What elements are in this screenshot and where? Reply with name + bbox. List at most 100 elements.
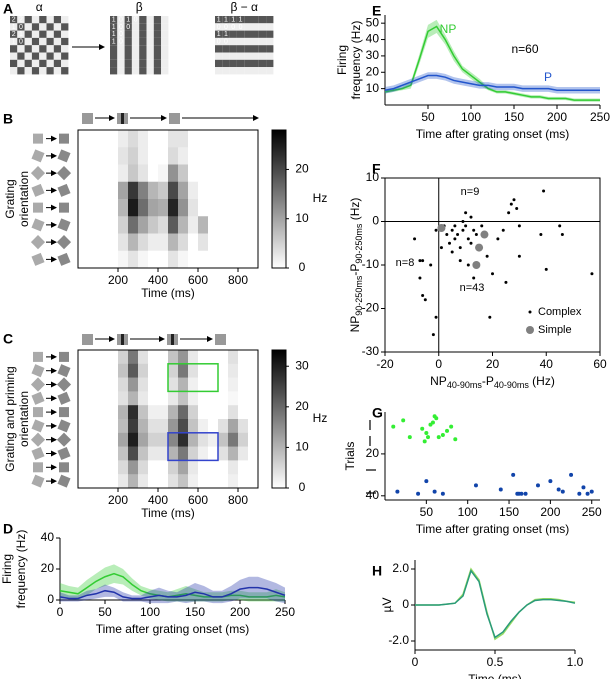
- heat-cell: [188, 377, 199, 392]
- heat-cell: [98, 432, 109, 447]
- heat-cell: [218, 474, 229, 489]
- heat-cell: [118, 181, 129, 200]
- point: [466, 237, 470, 241]
- heat-cell: [118, 216, 129, 234]
- heat-cell: [178, 350, 189, 365]
- grid-cell: [258, 59, 267, 68]
- heat-cell: [238, 474, 249, 489]
- heat-cell: [98, 474, 109, 489]
- heat-cell: [138, 164, 149, 183]
- heat-cell: [168, 350, 179, 365]
- heat-cell: [158, 199, 169, 217]
- heat-cell: [158, 474, 169, 489]
- grid-cell: [236, 30, 245, 38]
- heat-cell: [178, 474, 189, 489]
- heat-cell: [208, 419, 219, 434]
- heat-cell: [128, 147, 139, 165]
- heat-cell: [248, 391, 259, 406]
- grid-cell: [39, 45, 47, 53]
- cell-number: 1: [12, 24, 16, 31]
- heat-cell: [218, 216, 229, 234]
- point: [558, 224, 562, 228]
- grid-cell: [61, 67, 69, 75]
- heat-cell: [148, 405, 159, 420]
- grid-cell: [110, 16, 118, 24]
- point: [480, 224, 484, 228]
- heat-cell: [228, 199, 239, 217]
- heat-cell: [208, 147, 219, 165]
- heat-cell: [98, 460, 109, 475]
- x-tick-label: 100: [461, 110, 481, 124]
- point: [548, 479, 553, 484]
- heat-cell: [108, 432, 119, 447]
- point: [448, 241, 451, 245]
- grid-cell: [124, 16, 132, 24]
- x-tick-label: 200: [108, 273, 128, 287]
- heat-cell: [168, 391, 179, 406]
- point: [420, 426, 425, 431]
- legend-marker: [526, 326, 534, 334]
- point: [585, 491, 590, 496]
- grid-cell: [61, 16, 69, 24]
- point: [544, 267, 548, 271]
- panel-letter: B: [3, 111, 13, 127]
- grid-cell: [31, 45, 40, 53]
- y-tick-label: 20: [366, 64, 380, 78]
- heat-cell: [168, 147, 179, 165]
- grid-cell: [39, 52, 47, 60]
- cell-number: 1: [112, 16, 116, 23]
- heat-cell: [238, 164, 249, 183]
- heat-cell: [138, 181, 149, 200]
- grid-cell: [46, 59, 54, 68]
- grid-cell: [229, 23, 237, 31]
- y-tick-label: 0: [372, 214, 379, 228]
- cell-number: 1: [217, 16, 221, 23]
- x-tick-label: 50: [420, 505, 434, 519]
- heat-cell: [108, 181, 119, 200]
- heat-cell: [78, 233, 89, 252]
- colorbar-tick-label: 0: [299, 480, 306, 494]
- point: [429, 263, 433, 267]
- grid-cell: [222, 52, 230, 60]
- point: [469, 215, 473, 219]
- x-tick-label: 150: [499, 505, 519, 519]
- heat-cell: [168, 474, 179, 489]
- grid-cell: [215, 59, 223, 68]
- point: [431, 333, 435, 337]
- heat-cell: [188, 432, 199, 447]
- cell-number: 0: [217, 38, 221, 45]
- heat-cell: [198, 460, 209, 475]
- heat-cell: [248, 405, 259, 420]
- grid-cell: [251, 30, 259, 38]
- heat-cell: [248, 432, 259, 447]
- heat-cell: [188, 164, 199, 183]
- heat-cell: [88, 405, 99, 420]
- grid-cell: [31, 30, 40, 38]
- grid-cell: [244, 67, 252, 75]
- y-tick-label: -2.0: [388, 633, 409, 647]
- grid-cell: [39, 23, 47, 31]
- grid-cell: [46, 37, 54, 46]
- grid-cell: [229, 59, 237, 68]
- grid-cell: [10, 23, 18, 31]
- heat-cell: [238, 130, 249, 148]
- heat-cell: [128, 460, 139, 475]
- heat-cell: [148, 250, 159, 269]
- heat-cell: [168, 181, 179, 200]
- point: [434, 228, 438, 232]
- grid-cell: [46, 45, 54, 53]
- heat-cell: [178, 363, 189, 378]
- point: [515, 206, 519, 210]
- heat-cell: [198, 181, 209, 200]
- heat-cell: [128, 130, 139, 148]
- grid-cell: [24, 45, 32, 53]
- point: [461, 220, 465, 223]
- heat-cell: [198, 199, 209, 217]
- heat-cell: [178, 405, 189, 420]
- cell-number: 0: [119, 38, 123, 45]
- heat-cell: [218, 164, 229, 183]
- heat-cell: [118, 446, 129, 461]
- stimulus-icon: [57, 364, 71, 378]
- axis-title-part: -P: [348, 264, 362, 276]
- heat-cell: [158, 432, 169, 447]
